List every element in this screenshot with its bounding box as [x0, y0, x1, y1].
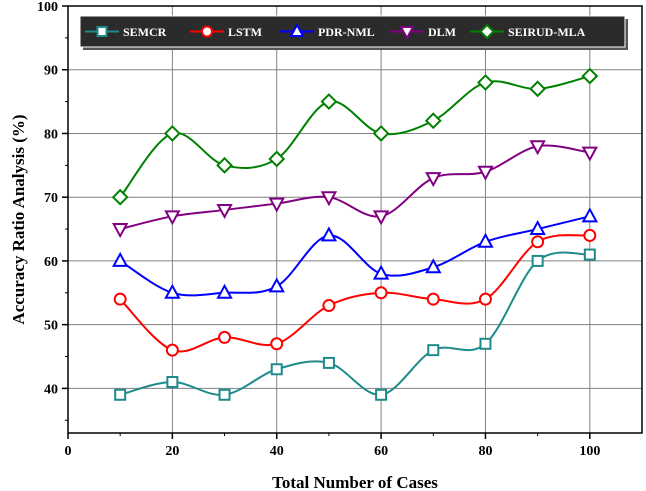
data-point: [218, 330, 232, 344]
data-point: [583, 248, 596, 261]
series-line-semcr: [119, 251, 590, 396]
data-point: [531, 254, 544, 267]
data-point: [218, 388, 231, 401]
data-point: [268, 150, 286, 168]
y-tick-label: 60: [44, 255, 58, 270]
y-tick-label: 90: [44, 64, 58, 79]
legend-marker: [201, 25, 213, 38]
legend-item-dlm: DLM: [390, 25, 456, 41]
data-point: [425, 172, 442, 188]
data-point: [163, 125, 181, 142]
legend: SEMCR LSTM PDR-NML DLM SEIRUD-MLA: [79, 15, 628, 50]
data-point: [372, 264, 390, 280]
x-tick-label: 20: [165, 444, 179, 459]
data-point: [529, 219, 546, 236]
series-line-pdr-nml: [119, 215, 591, 297]
data-point: [479, 337, 492, 350]
data-point: [320, 226, 338, 242]
data-point: [529, 140, 546, 156]
series-dlm: [112, 140, 598, 239]
legend-item-pdr-nml: PDR-NML: [280, 22, 375, 39]
data-point: [372, 125, 390, 142]
data-point: [581, 207, 598, 223]
x-tick-label: 0: [65, 444, 72, 459]
y-axis-title: Accuracy Ratio Analysis (%): [9, 114, 28, 324]
series-line-dlm: [119, 144, 590, 231]
data-point: [268, 197, 285, 213]
x-axis-title: Total Number of Cases: [272, 473, 438, 491]
data-point: [426, 292, 440, 306]
axis-ticks: 0 20 40 60 80 100 40 50 60 70 80 90 100: [37, 0, 600, 459]
data-point: [583, 228, 597, 242]
y-tick-label: 50: [44, 319, 58, 334]
legend-marker: [289, 22, 305, 37]
data-point: [164, 283, 181, 299]
legend-marker: [96, 26, 108, 37]
data-point: [164, 210, 181, 226]
data-point: [581, 67, 599, 85]
data-point: [375, 388, 388, 401]
data-point: [425, 258, 442, 274]
y-tick-label: 100: [37, 0, 58, 15]
data-point: [374, 286, 388, 300]
data-point: [268, 277, 285, 293]
data-point: [531, 235, 545, 249]
x-tick-label: 60: [374, 444, 388, 459]
data-point: [320, 93, 338, 111]
legend-box: [79, 15, 626, 48]
data-point: [270, 337, 284, 351]
data-point: [166, 376, 179, 389]
data-point: [270, 363, 283, 376]
data-point: [478, 292, 492, 306]
data-point: [322, 299, 336, 313]
data-point: [320, 191, 338, 207]
data-point: [112, 223, 129, 239]
data-point: [372, 210, 390, 226]
data-point: [112, 251, 129, 267]
data-point: [581, 146, 598, 162]
y-tick-label: 80: [44, 127, 58, 142]
series-line-seirud-mla: [119, 75, 591, 198]
plot-frame: [67, 5, 643, 434]
data-point: [477, 165, 494, 181]
legend-label: DLM: [428, 25, 456, 39]
data-point: [529, 80, 547, 98]
legend-label: SEIRUD-MLA: [508, 25, 586, 39]
data-point: [216, 203, 233, 220]
legend-marker: [479, 23, 495, 40]
data-point: [424, 112, 442, 130]
legend-item-semcr: SEMCR: [85, 25, 167, 39]
legend-label: PDR-NML: [318, 25, 375, 39]
series-lstm: [113, 228, 597, 357]
data-point: [111, 188, 129, 206]
data-point: [427, 344, 440, 357]
legend-marker: [399, 26, 415, 41]
data-point: [165, 343, 179, 357]
data-point: [216, 156, 233, 174]
legend-label: SEMCR: [123, 25, 167, 39]
data-point: [322, 356, 335, 369]
data-point: [113, 292, 127, 306]
y-tick-label: 70: [44, 191, 58, 206]
series-line-lstm: [119, 234, 590, 353]
data-point: [477, 232, 494, 248]
legend-item-seirud-mla: SEIRUD-MLA: [470, 23, 586, 40]
series-semcr: [114, 248, 596, 401]
legend-label: LSTM: [228, 25, 262, 39]
x-tick-label: 100: [579, 444, 600, 459]
series-seirud-mla: [111, 67, 599, 206]
series-layer: [111, 67, 599, 401]
x-tick-label: 80: [478, 444, 492, 459]
data-point: [477, 74, 494, 91]
series-pdr-nml: [112, 207, 598, 299]
legend-item-lstm: LSTM: [190, 25, 262, 39]
data-point: [216, 283, 233, 299]
x-tick-label: 40: [270, 444, 284, 459]
y-tick-label: 40: [44, 382, 58, 397]
data-point: [114, 388, 127, 401]
